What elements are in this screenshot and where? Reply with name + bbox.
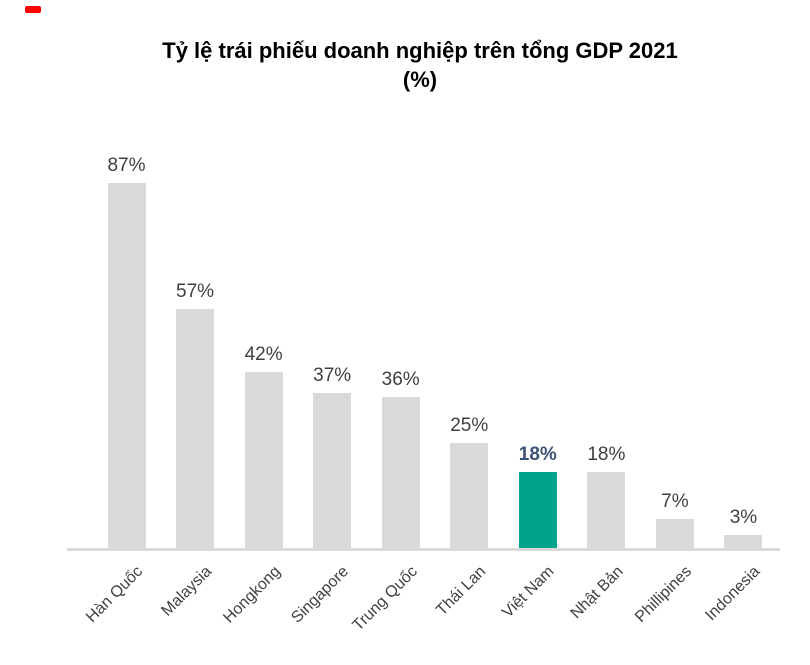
bar-value-label: 87% xyxy=(107,155,146,176)
category-label: Thái Lan xyxy=(433,563,490,620)
x-axis-line xyxy=(67,548,780,551)
bar-value-label: 18% xyxy=(587,444,626,465)
bar-value-label: 25% xyxy=(450,415,489,436)
category-label: Phillipines xyxy=(631,563,695,626)
category-label: Singapore xyxy=(288,563,353,627)
bar-value-label: 36% xyxy=(381,369,420,390)
bar-value-label: 42% xyxy=(244,344,283,365)
bar-value-label: 7% xyxy=(661,491,689,512)
category-label: Indonesia xyxy=(702,563,764,625)
chart-title-line2: (%) xyxy=(402,67,438,92)
bar xyxy=(655,519,694,548)
chart-title-line1: Tỷ lệ trái phiếu doanh nghiệp trên tổng … xyxy=(162,38,678,63)
bar-value-label: 37% xyxy=(313,365,352,386)
category-label: Việt Nam xyxy=(499,563,558,622)
bar xyxy=(313,393,352,548)
category-label: Hàn Quốc xyxy=(83,563,147,626)
bar xyxy=(587,472,626,548)
bar xyxy=(176,309,215,548)
bar-value-label: 3% xyxy=(729,507,758,528)
bar xyxy=(244,372,283,548)
bar xyxy=(450,443,489,548)
bar xyxy=(381,397,420,548)
bar xyxy=(107,183,146,548)
category-label: Malaysia xyxy=(158,563,216,620)
bar-value-label: 18% xyxy=(518,444,557,465)
red-mark xyxy=(25,6,41,13)
category-label: Hongkong xyxy=(220,563,284,627)
bar-highlight xyxy=(518,472,557,548)
bar-value-label: 57% xyxy=(176,281,215,302)
chart-title: Tỷ lệ trái phiếu doanh nghiệp trên tổng … xyxy=(30,36,810,94)
category-label: Trung Quốc xyxy=(349,563,421,635)
bar xyxy=(724,535,763,548)
category-label: Nhật Bản xyxy=(567,563,627,623)
